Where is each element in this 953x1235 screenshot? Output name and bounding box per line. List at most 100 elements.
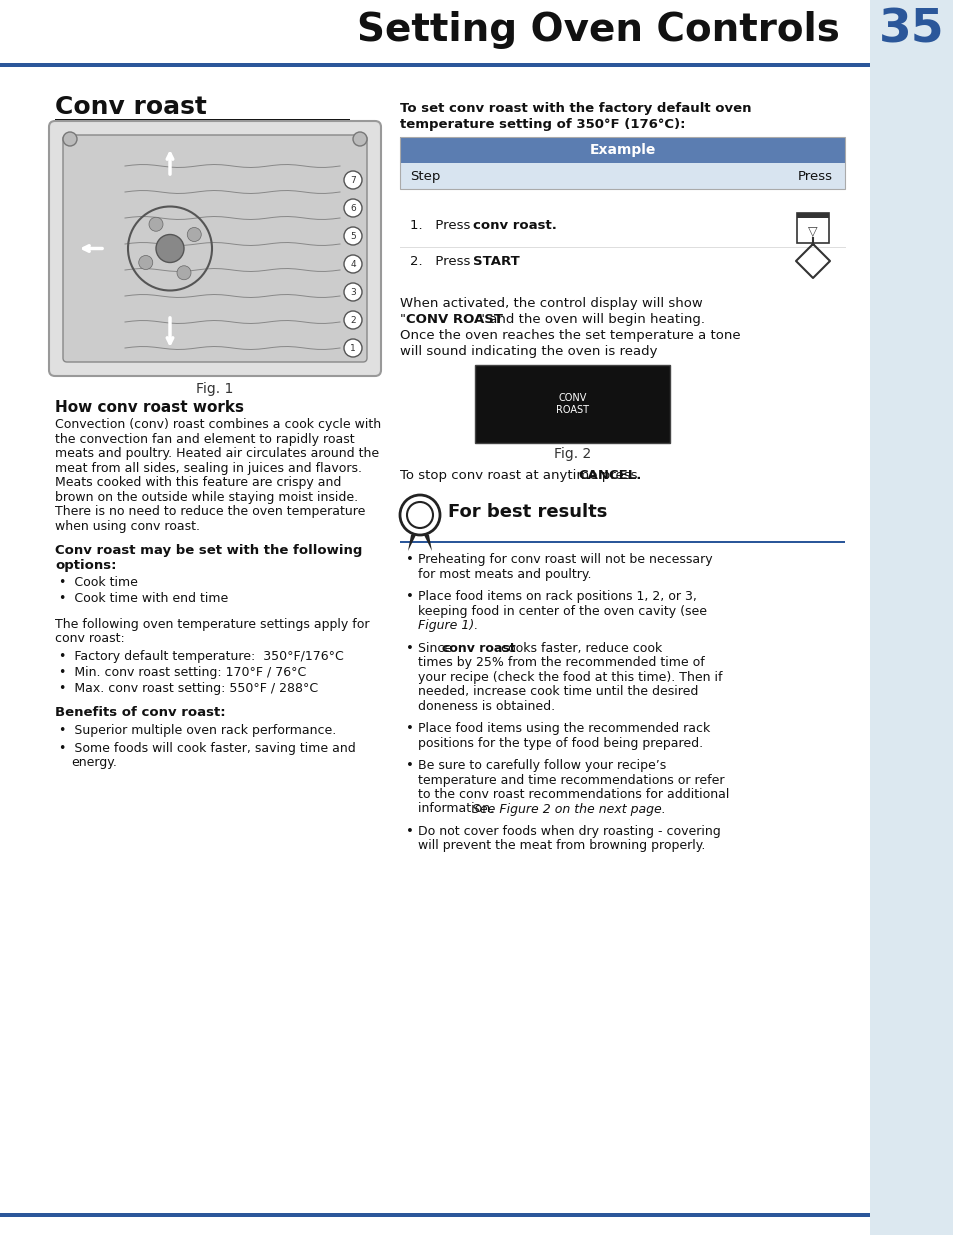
Circle shape xyxy=(407,501,433,529)
FancyBboxPatch shape xyxy=(49,121,380,375)
Text: 7: 7 xyxy=(350,175,355,184)
Text: •: • xyxy=(406,722,414,735)
Text: when using conv roast.: when using conv roast. xyxy=(55,520,200,532)
Bar xyxy=(869,0,953,1235)
Text: conv roast: conv roast xyxy=(441,641,515,655)
Bar xyxy=(475,366,669,443)
Text: •: • xyxy=(406,553,414,566)
Text: conv roast:: conv roast: xyxy=(55,632,125,645)
Text: •  Factory default temperature:  350°F/176°C: • Factory default temperature: 350°F/176… xyxy=(59,650,343,663)
Text: ": " xyxy=(399,312,406,326)
Text: To stop conv roast at anytime press: To stop conv roast at anytime press xyxy=(399,469,641,482)
Polygon shape xyxy=(408,527,419,551)
Text: information.: information. xyxy=(417,803,497,815)
Text: The following oven temperature settings apply for: The following oven temperature settings … xyxy=(55,618,369,631)
Text: to the conv roast recommendations for additional: to the conv roast recommendations for ad… xyxy=(417,788,729,802)
Text: will prevent the meat from browning properly.: will prevent the meat from browning prop… xyxy=(417,840,704,852)
Text: Fig. 1: Fig. 1 xyxy=(196,382,233,396)
Circle shape xyxy=(399,495,439,535)
Circle shape xyxy=(344,311,361,329)
Text: Since: Since xyxy=(417,641,456,655)
Text: CONV: CONV xyxy=(558,393,586,403)
Circle shape xyxy=(149,217,163,231)
Text: 3: 3 xyxy=(350,288,355,296)
Text: 5: 5 xyxy=(350,231,355,241)
Text: 1.   Press: 1. Press xyxy=(410,219,475,231)
Text: When activated, the control display will show: When activated, the control display will… xyxy=(399,296,702,310)
Circle shape xyxy=(63,132,77,146)
Text: 1: 1 xyxy=(350,343,355,352)
Text: " and the oven will begin heating.: " and the oven will begin heating. xyxy=(478,312,704,326)
Text: •  Min. conv roast setting: 170°F / 76°C: • Min. conv roast setting: 170°F / 76°C xyxy=(59,666,306,679)
Text: meat from all sides, sealing in juices and flavors.: meat from all sides, sealing in juices a… xyxy=(55,462,361,474)
Circle shape xyxy=(344,283,361,301)
Text: options:: options: xyxy=(55,559,116,572)
Text: Convection (conv) roast combines a cook cycle with: Convection (conv) roast combines a cook … xyxy=(55,417,381,431)
Circle shape xyxy=(344,338,361,357)
Text: Place food items using the recommended rack: Place food items using the recommended r… xyxy=(417,722,709,735)
Text: Benefits of conv roast:: Benefits of conv roast: xyxy=(55,706,226,719)
Bar xyxy=(399,137,844,189)
Text: For best results: For best results xyxy=(448,503,607,521)
Text: Conv roast may be set with the following: Conv roast may be set with the following xyxy=(55,543,362,557)
Bar xyxy=(0,1213,869,1216)
Text: ROAST: ROAST xyxy=(556,405,588,415)
Text: will sound indicating the oven is ready: will sound indicating the oven is ready xyxy=(399,345,657,358)
Bar xyxy=(796,212,828,243)
Polygon shape xyxy=(419,527,432,551)
Text: •  Cook time with end time: • Cook time with end time xyxy=(59,592,228,605)
Text: •  Some foods will cook faster, saving time and: • Some foods will cook faster, saving ti… xyxy=(59,742,355,755)
Text: cooks faster, reduce cook: cooks faster, reduce cook xyxy=(497,641,661,655)
Text: brown on the outside while staying moist inside.: brown on the outside while staying moist… xyxy=(55,490,357,504)
Text: •  Superior multiple oven rack performance.: • Superior multiple oven rack performanc… xyxy=(59,724,335,737)
Text: times by 25% from the recommended time of: times by 25% from the recommended time o… xyxy=(417,656,704,669)
Circle shape xyxy=(156,235,184,263)
Bar xyxy=(399,137,844,163)
Text: needed, increase cook time until the desired: needed, increase cook time until the des… xyxy=(417,685,698,698)
Bar xyxy=(399,541,844,543)
Text: for most meats and poultry.: for most meats and poultry. xyxy=(417,568,591,580)
Circle shape xyxy=(344,227,361,245)
Circle shape xyxy=(138,256,152,269)
Text: Meats cooked with this feature are crispy and: Meats cooked with this feature are crisp… xyxy=(55,475,341,489)
Text: Figure 1).: Figure 1). xyxy=(417,619,477,632)
Circle shape xyxy=(344,199,361,217)
Text: 6: 6 xyxy=(350,204,355,212)
Text: •: • xyxy=(406,760,414,772)
Text: energy.: energy. xyxy=(71,756,117,769)
Bar xyxy=(399,163,844,189)
Text: Fig. 2: Fig. 2 xyxy=(554,447,591,461)
Text: START: START xyxy=(473,254,519,268)
Circle shape xyxy=(344,254,361,273)
Text: Once the oven reaches the set temperature a tone: Once the oven reaches the set temperatur… xyxy=(399,329,740,342)
Text: Example: Example xyxy=(589,143,655,157)
Text: temperature and time recommendations or refer: temperature and time recommendations or … xyxy=(417,773,723,787)
Text: Conv roast: Conv roast xyxy=(55,95,207,119)
Text: Setting Oven Controls: Setting Oven Controls xyxy=(356,11,840,49)
FancyBboxPatch shape xyxy=(63,135,367,362)
Text: See Figure 2 on the next page.: See Figure 2 on the next page. xyxy=(472,803,665,815)
Text: ▽: ▽ xyxy=(807,225,817,237)
Text: Preheating for conv roast will not be necessary: Preheating for conv roast will not be ne… xyxy=(417,553,712,566)
Text: 2: 2 xyxy=(350,315,355,325)
Text: •: • xyxy=(406,825,414,839)
Text: CANCEL.: CANCEL. xyxy=(578,469,640,482)
Bar xyxy=(0,63,869,67)
Circle shape xyxy=(344,170,361,189)
Text: •  Max. conv roast setting: 550°F / 288°C: • Max. conv roast setting: 550°F / 288°C xyxy=(59,682,317,695)
Text: •: • xyxy=(406,590,414,603)
Text: doneness is obtained.: doneness is obtained. xyxy=(417,699,555,713)
Text: 2.   Press: 2. Press xyxy=(410,254,475,268)
Text: •: • xyxy=(406,641,414,655)
Text: temperature setting of 350°F (176°C):: temperature setting of 350°F (176°C): xyxy=(399,119,685,131)
Text: Step: Step xyxy=(410,169,440,183)
Text: •  Cook time: • Cook time xyxy=(59,576,138,589)
Text: To set conv roast with the factory default oven: To set conv roast with the factory defau… xyxy=(399,103,751,115)
Circle shape xyxy=(187,227,201,242)
Circle shape xyxy=(353,132,367,146)
Text: CONV ROAST: CONV ROAST xyxy=(406,312,502,326)
Text: conv roast.: conv roast. xyxy=(473,219,557,231)
Text: Do not cover foods when dry roasting - covering: Do not cover foods when dry roasting - c… xyxy=(417,825,720,839)
Circle shape xyxy=(177,266,191,280)
Text: positions for the type of food being prepared.: positions for the type of food being pre… xyxy=(417,736,702,750)
